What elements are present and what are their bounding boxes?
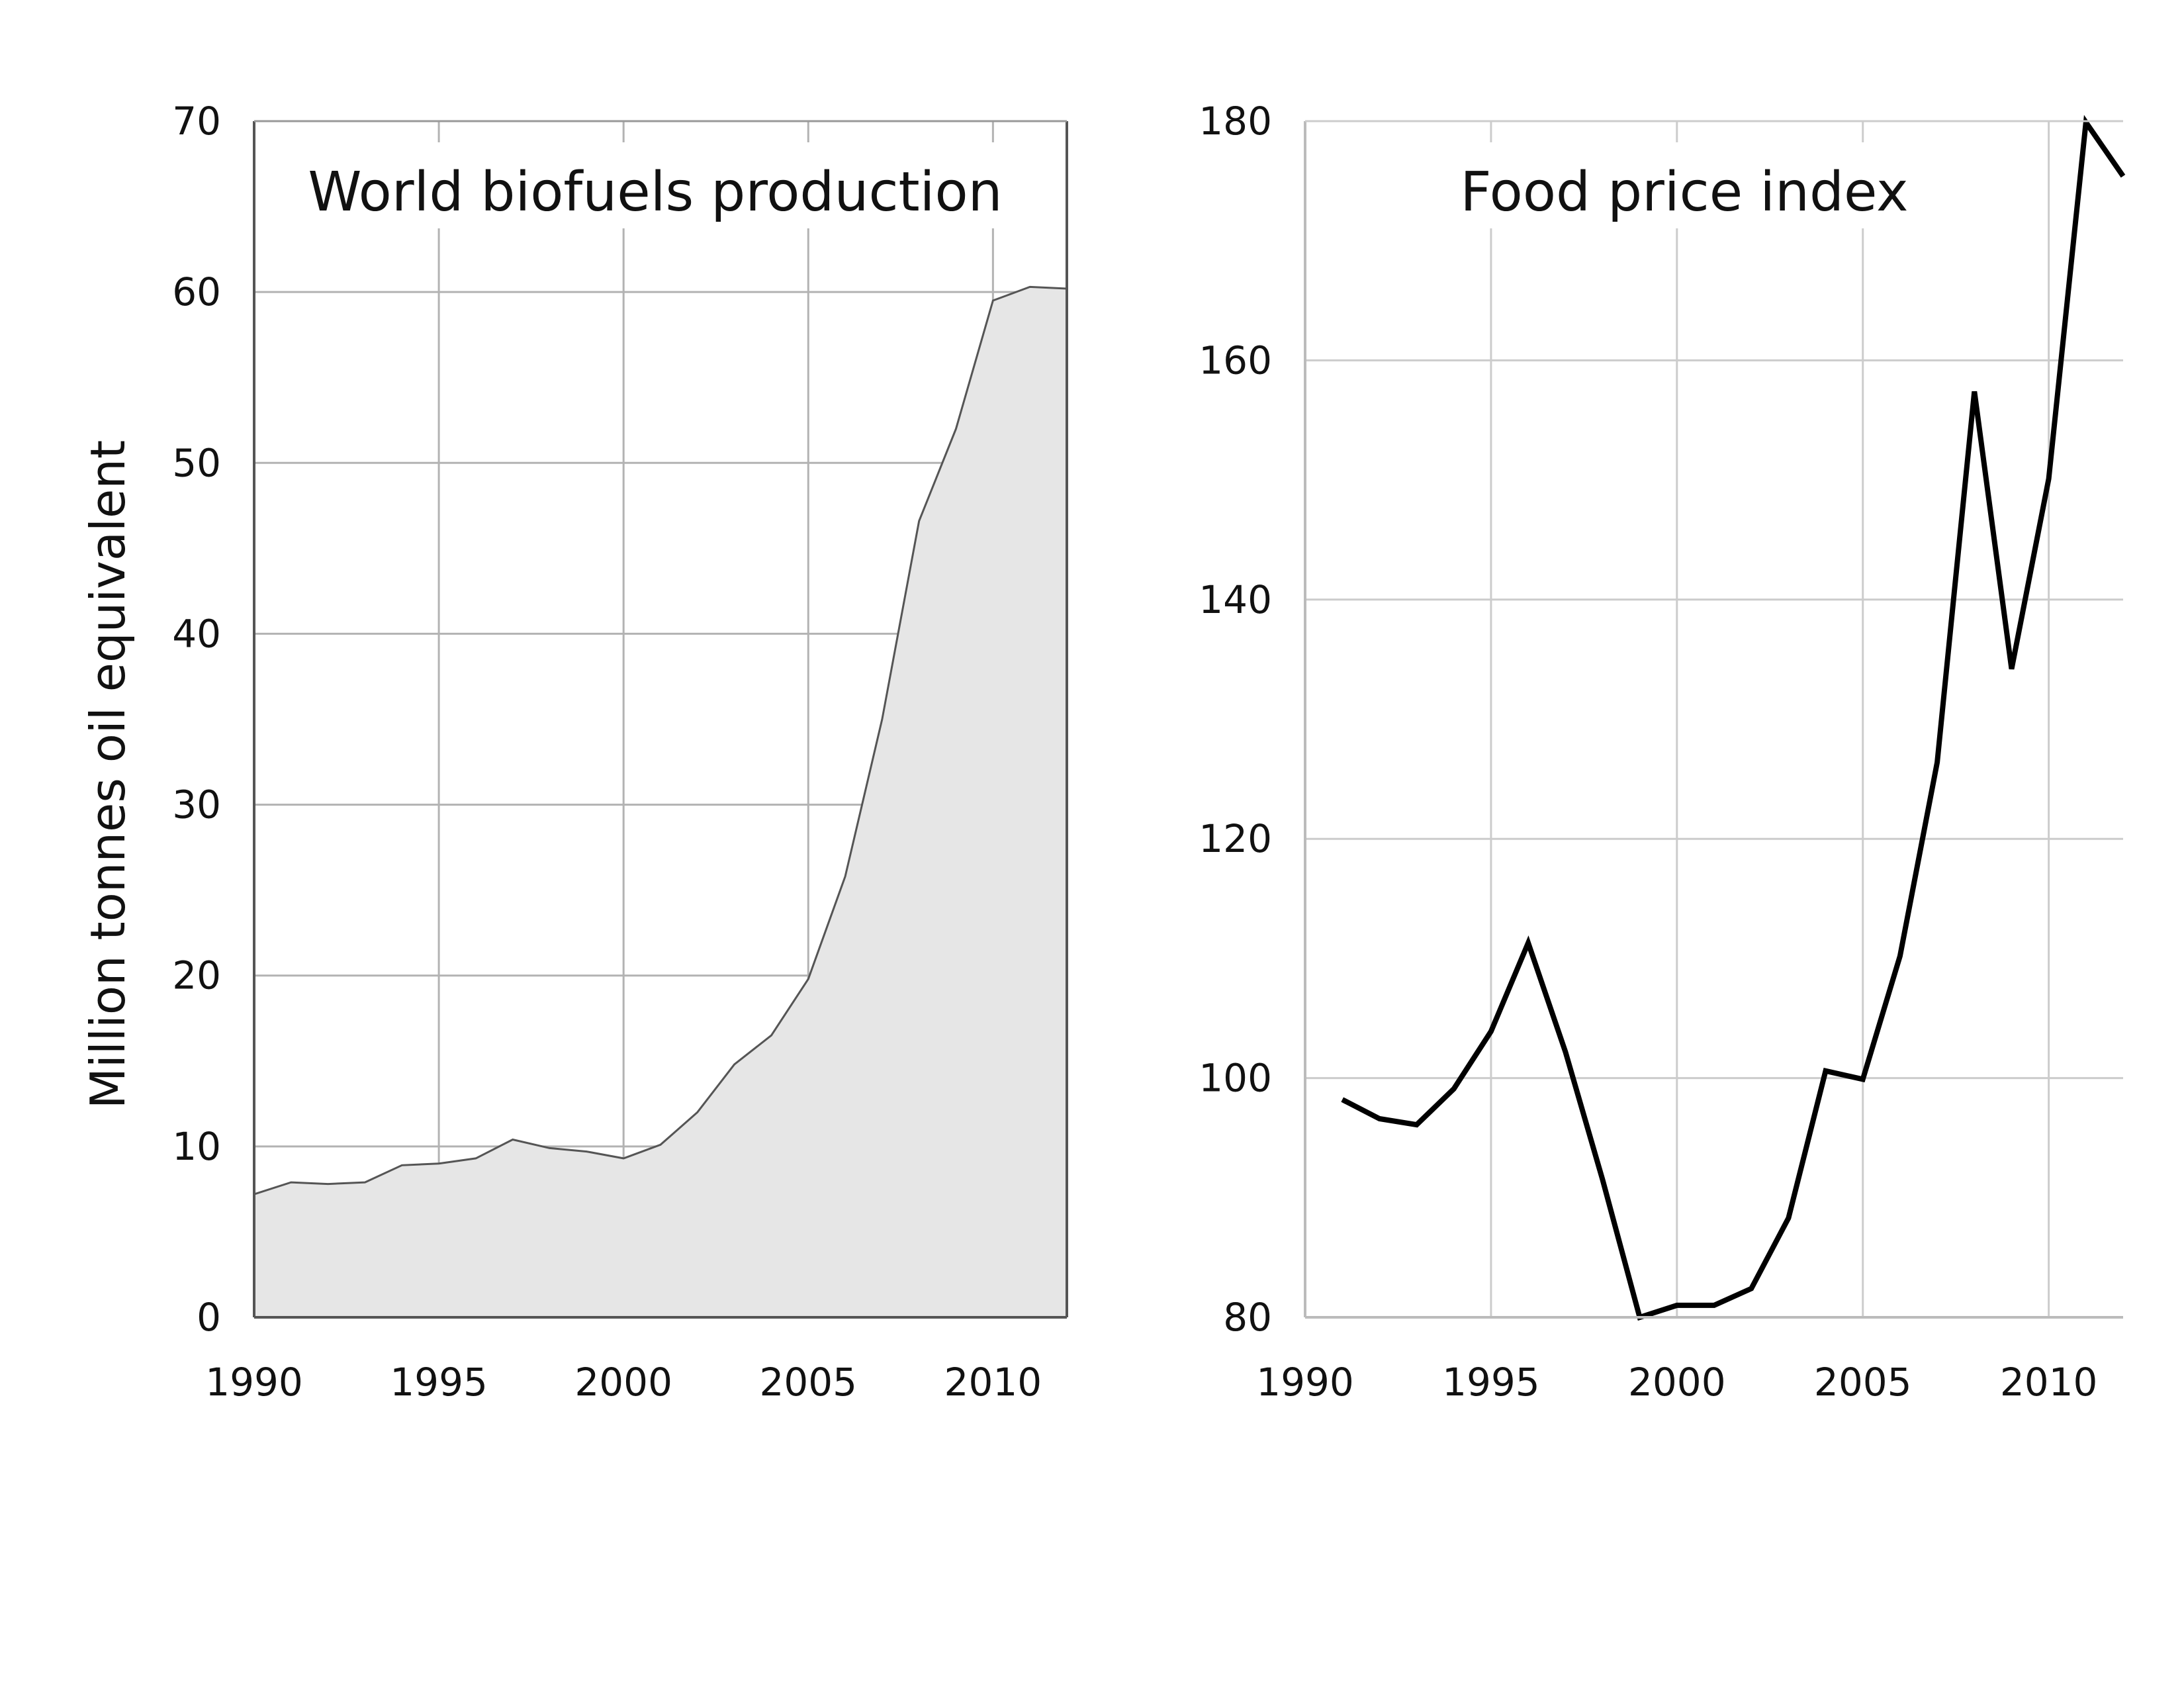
food-price-axes: [1304, 120, 2123, 1319]
biofuels-x-tick-label: 2010: [944, 1360, 1042, 1405]
biofuels-x-tick-label: 1990: [205, 1360, 303, 1405]
food-price-y-tick-label: 100: [1199, 1056, 1272, 1101]
biofuels-y-axis-label: Million tonnes oil equivalent: [80, 440, 136, 1109]
food-price-y-tick-label: 160: [1199, 338, 1272, 383]
biofuels-x-tick-label: 1995: [390, 1360, 488, 1405]
biofuels-y-tick-label: 40: [172, 611, 221, 656]
biofuels-y-tick-label: 50: [172, 440, 221, 485]
food-price-y-tick-label: 80: [1223, 1295, 1272, 1340]
food-price-x-tick-label: 1995: [1442, 1360, 1540, 1405]
biofuels-axes: [253, 120, 1068, 1319]
food-price-x-tick-label: 2010: [2000, 1360, 2098, 1405]
food-price-line: [1341, 115, 2126, 1321]
biofuels-y-tick-label: 10: [172, 1124, 221, 1169]
food-price-title: Food price index: [1460, 161, 1908, 224]
biofuels-title-backdrop: [271, 142, 1052, 228]
food-price-y-tick-label: 120: [1199, 816, 1272, 861]
biofuels-title: World biofuels production: [308, 161, 1002, 224]
food-price-x-tick-label: 2005: [1814, 1360, 1912, 1405]
food-price-x-tick-label: 1990: [1256, 1360, 1354, 1405]
biofuels-y-tick-label: 70: [172, 99, 221, 144]
food-price-y-tick-label: 180: [1199, 99, 1272, 144]
biofuels-y-tick-label: 20: [172, 953, 221, 998]
biofuels-x-tick-label: 2005: [759, 1360, 857, 1405]
food-price-x-tick-label: 2000: [1628, 1360, 1726, 1405]
biofuels-tick-labels: 0 10 20 30 40 50 60 70 1990 1995 2000 2005 2010: [172, 99, 1042, 1405]
biofuels-area: [254, 287, 1067, 1317]
biofuels-y-tick-label: 60: [172, 269, 221, 314]
biofuels-x-tick-label: 2000: [574, 1360, 672, 1405]
biofuels-line: [253, 285, 1068, 1196]
food-price-y-tick-label: 140: [1199, 577, 1272, 622]
biofuels-y-tick-label: 0: [197, 1295, 221, 1340]
food-price-tick-labels: 80 100 120 140 160 180 1990 1995 2000 2005 2010: [1199, 99, 2097, 1405]
food-price-grid: [1305, 120, 2123, 1317]
food-price-title-backdrop: [1423, 142, 1939, 228]
biofuels-y-tick-label: 30: [172, 782, 221, 827]
